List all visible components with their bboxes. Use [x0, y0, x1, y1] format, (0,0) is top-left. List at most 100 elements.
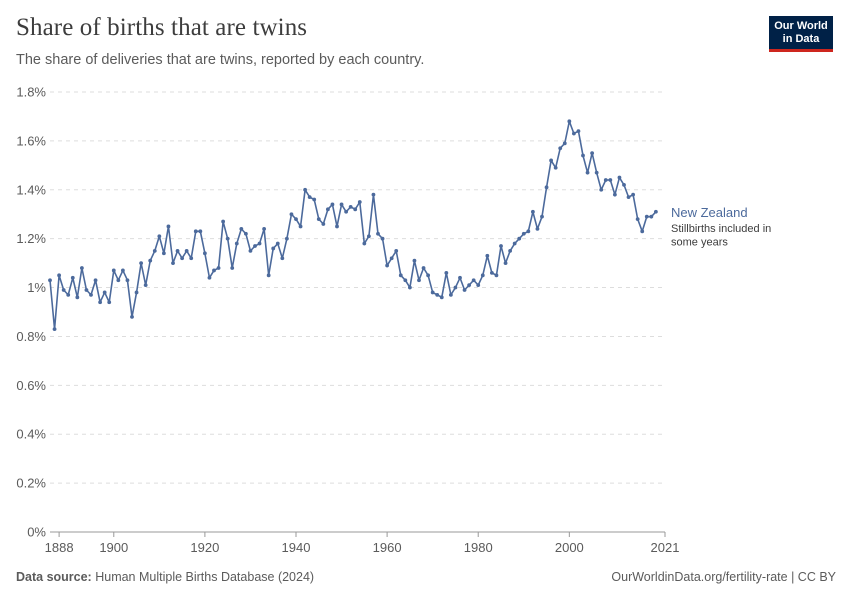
data-point[interactable] — [426, 273, 431, 278]
data-point[interactable] — [298, 224, 303, 229]
data-point[interactable] — [362, 241, 367, 246]
data-point[interactable] — [307, 195, 312, 200]
data-point[interactable] — [494, 273, 499, 278]
data-point[interactable] — [316, 217, 321, 222]
data-point[interactable] — [175, 248, 180, 253]
data-point[interactable] — [275, 241, 280, 246]
data-point[interactable] — [239, 226, 244, 231]
data-point[interactable] — [599, 187, 604, 192]
data-point[interactable] — [230, 266, 235, 270]
data-point[interactable] — [294, 217, 298, 222]
data-point[interactable] — [521, 231, 526, 236]
data-point[interactable] — [253, 244, 257, 248]
data-point[interactable] — [257, 241, 262, 246]
data-point[interactable] — [248, 248, 253, 253]
data-point[interactable] — [325, 207, 330, 212]
data-point[interactable] — [535, 226, 540, 231]
owid-logo[interactable]: Our World in Data — [769, 16, 833, 52]
data-point[interactable] — [366, 234, 371, 239]
data-point[interactable] — [234, 241, 239, 246]
series-label-new-zealand[interactable]: New Zealand — [671, 205, 748, 220]
data-point[interactable] — [571, 131, 576, 136]
data-point[interactable] — [526, 229, 531, 234]
data-point[interactable] — [216, 266, 221, 270]
data-point[interactable] — [462, 288, 467, 292]
data-point[interactable] — [180, 256, 185, 261]
data-point[interactable] — [339, 202, 344, 207]
data-point[interactable] — [271, 246, 276, 251]
data-point[interactable] — [567, 119, 572, 124]
series-line-new-zealand[interactable] — [49, 120, 657, 330]
data-point[interactable] — [111, 268, 116, 273]
data-point[interactable] — [558, 146, 563, 151]
data-point[interactable] — [116, 278, 121, 283]
data-point[interactable] — [448, 292, 453, 297]
data-point[interactable] — [289, 212, 294, 217]
data-point[interactable] — [608, 178, 613, 182]
data-point[interactable] — [644, 214, 649, 219]
data-point[interactable] — [435, 292, 440, 297]
data-point[interactable] — [471, 278, 476, 283]
data-point[interactable] — [417, 278, 421, 283]
data-point[interactable] — [439, 295, 444, 300]
data-point[interactable] — [184, 248, 189, 253]
data-point[interactable] — [376, 231, 380, 236]
data-point[interactable] — [421, 266, 426, 270]
data-point[interactable] — [98, 300, 103, 305]
data-point[interactable] — [590, 151, 595, 156]
data-point[interactable] — [157, 234, 162, 239]
data-point[interactable] — [530, 209, 535, 214]
data-point[interactable] — [102, 290, 107, 295]
data-point[interactable] — [335, 224, 339, 229]
data-point[interactable] — [70, 275, 75, 280]
data-point[interactable] — [134, 290, 139, 295]
data-point[interactable] — [107, 300, 112, 305]
data-point[interactable] — [499, 244, 503, 248]
data-point[interactable] — [544, 185, 549, 190]
data-point[interactable] — [640, 229, 645, 234]
data-point[interactable] — [348, 204, 353, 209]
data-point[interactable] — [385, 263, 390, 268]
data-point[interactable] — [394, 248, 399, 253]
data-point[interactable] — [139, 261, 144, 266]
data-point[interactable] — [649, 214, 654, 219]
data-source-text[interactable]: Human Multiple Births Database (2024) — [95, 570, 315, 584]
data-point[interactable] — [312, 197, 317, 202]
data-point[interactable] — [503, 261, 508, 266]
data-point[interactable] — [344, 209, 349, 214]
data-point[interactable] — [284, 236, 289, 241]
data-point[interactable] — [212, 268, 216, 273]
data-point[interactable] — [75, 295, 80, 300]
data-point[interactable] — [52, 327, 57, 332]
data-point[interactable] — [480, 273, 485, 278]
data-point[interactable] — [508, 248, 513, 253]
data-point[interactable] — [280, 256, 285, 261]
data-point[interactable] — [371, 192, 376, 197]
data-point[interactable] — [198, 229, 203, 234]
data-point[interactable] — [303, 187, 308, 192]
data-point[interactable] — [84, 288, 89, 292]
data-point[interactable] — [476, 283, 481, 288]
data-point[interactable] — [61, 288, 66, 292]
data-point[interactable] — [581, 153, 585, 158]
data-point[interactable] — [120, 268, 125, 273]
data-point[interactable] — [143, 283, 148, 288]
data-point[interactable] — [389, 256, 394, 261]
data-point[interactable] — [540, 214, 544, 219]
data-point[interactable] — [549, 158, 554, 163]
data-point[interactable] — [576, 129, 581, 134]
data-point[interactable] — [262, 226, 267, 231]
data-point[interactable] — [380, 236, 385, 241]
data-point[interactable] — [189, 256, 194, 261]
data-point[interactable] — [221, 219, 226, 224]
data-point[interactable] — [517, 236, 522, 241]
data-point[interactable] — [612, 192, 617, 197]
data-point[interactable] — [66, 292, 71, 297]
data-point[interactable] — [266, 273, 271, 278]
data-point[interactable] — [453, 285, 458, 290]
data-point[interactable] — [398, 273, 403, 278]
data-point[interactable] — [562, 141, 567, 146]
data-point[interactable] — [653, 209, 658, 214]
data-point[interactable] — [603, 178, 608, 182]
data-point[interactable] — [403, 278, 408, 283]
